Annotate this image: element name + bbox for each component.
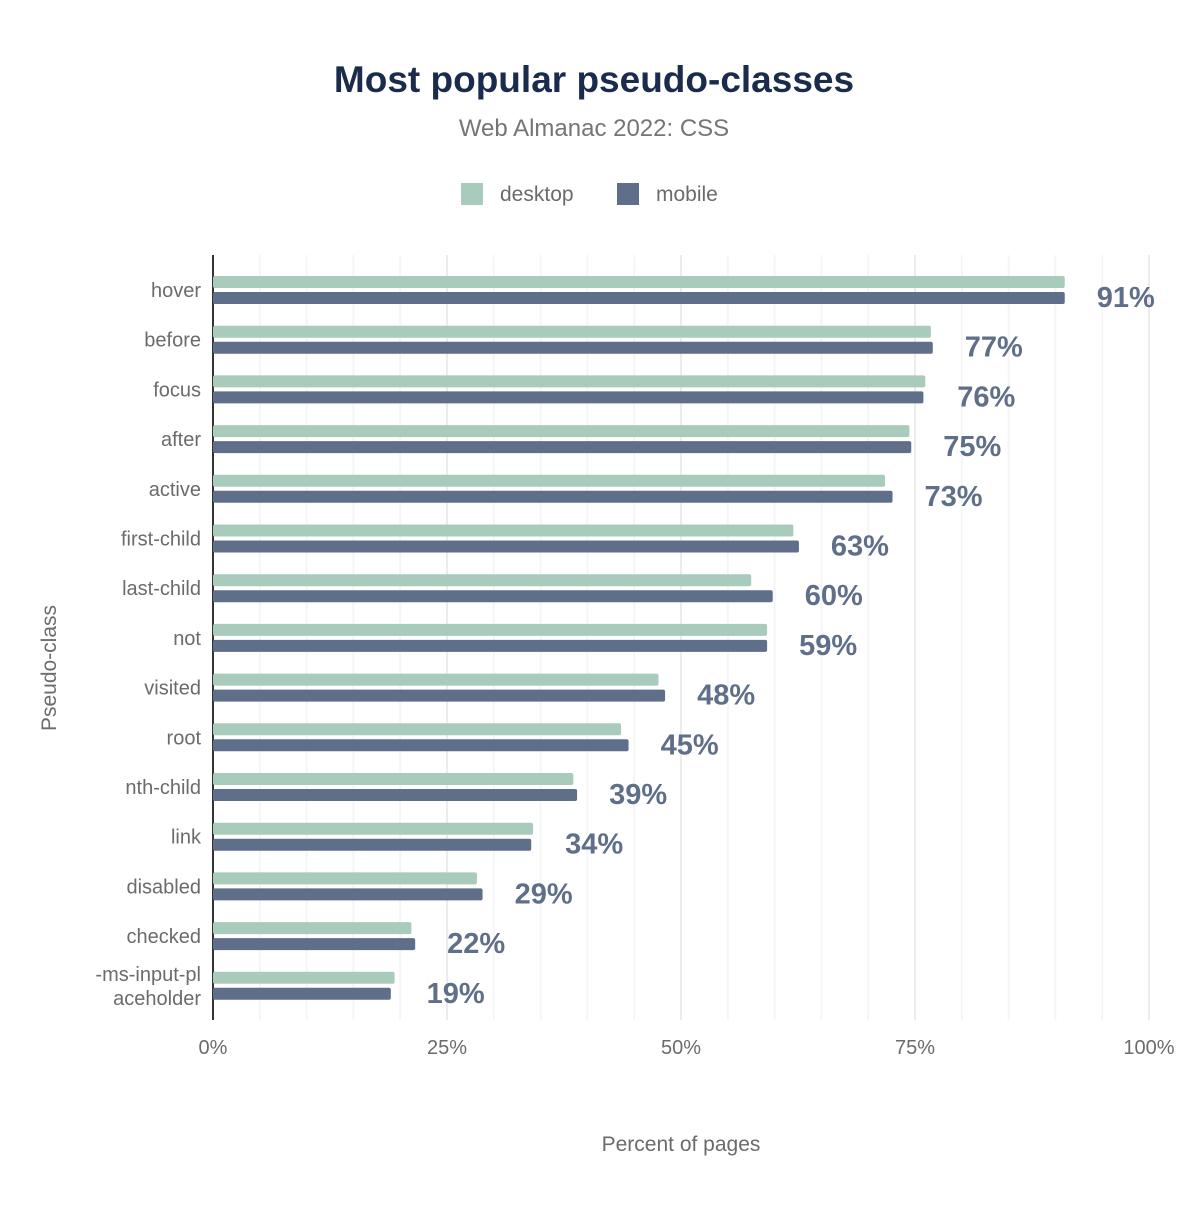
data-label: 75%	[943, 431, 1001, 463]
data-label: 39%	[609, 779, 667, 811]
bar-mobile	[213, 838, 532, 851]
bar-desktop	[213, 673, 659, 686]
legend: desktop mobile	[461, 183, 718, 206]
bar-mobile	[213, 789, 578, 801]
x-tick-label: 0%	[199, 1037, 228, 1059]
x-tick-label: 100%	[1123, 1037, 1174, 1059]
data-label: 48%	[697, 680, 755, 712]
bar-desktop	[213, 922, 412, 935]
y-tick-label: hover	[151, 280, 201, 302]
y-axis-title: Pseudo-class	[38, 605, 61, 731]
legend-swatch-desktop	[461, 183, 483, 205]
bar-desktop	[213, 375, 926, 388]
data-label: 76%	[957, 381, 1015, 413]
y-tick-label: focus	[153, 379, 201, 401]
y-tick-label: visited	[144, 678, 201, 700]
data-label: 63%	[831, 531, 889, 563]
bar-desktop	[213, 822, 534, 835]
data-label: 22%	[447, 928, 505, 960]
bar-mobile	[213, 441, 912, 454]
bar-desktop	[213, 574, 752, 587]
bar-desktop	[213, 723, 622, 736]
bar-desktop	[213, 773, 574, 785]
y-tick-label: disabled	[126, 876, 201, 898]
legend-label-mobile: mobile	[656, 183, 718, 206]
bar-desktop	[213, 524, 794, 537]
bar-mobile	[213, 490, 893, 503]
bar-mobile	[213, 888, 483, 901]
y-tick-label: checked	[127, 926, 202, 948]
bar-mobile	[213, 391, 924, 404]
data-label: 29%	[515, 878, 573, 910]
y-tick-label: after	[161, 429, 201, 451]
x-tick-label: 50%	[661, 1037, 701, 1059]
chart-title: Most popular pseudo-classes	[334, 59, 854, 100]
bar-mobile	[213, 540, 799, 553]
y-tick-label: nth-child	[125, 777, 201, 799]
bar-desktop	[213, 872, 477, 885]
bar-desktop	[213, 971, 395, 984]
bar-desktop	[213, 623, 768, 636]
bar-mobile	[213, 938, 416, 951]
bar-mobile	[213, 639, 768, 652]
bar-mobile	[213, 987, 391, 1000]
x-axis-title: Percent of pages	[602, 1133, 761, 1156]
y-tick-label: active	[149, 479, 201, 501]
y-tick-label: root	[167, 727, 202, 749]
bar-desktop	[213, 276, 1065, 288]
bar-mobile	[213, 689, 666, 702]
bar-desktop	[213, 425, 910, 438]
bar-mobile	[213, 292, 1065, 304]
y-tick-label: before	[144, 330, 201, 352]
data-label: 45%	[661, 729, 719, 761]
chart-subtitle: Web Almanac 2022: CSS	[459, 115, 729, 142]
data-label: 73%	[925, 481, 983, 513]
data-label: 91%	[1097, 282, 1155, 314]
y-tick-label: not	[173, 628, 201, 650]
bar-mobile	[213, 590, 773, 603]
y-tick-label: link	[171, 827, 202, 849]
data-label: 19%	[427, 978, 485, 1010]
data-label: 60%	[805, 580, 863, 612]
legend-swatch-mobile	[617, 183, 639, 205]
y-tick-label: first-child	[121, 529, 201, 551]
bar-desktop	[213, 474, 886, 487]
data-label: 59%	[799, 630, 857, 662]
y-tick-label: last-child	[122, 578, 201, 600]
bar-desktop	[213, 325, 931, 338]
legend-label-desktop: desktop	[500, 183, 574, 206]
data-label: 77%	[965, 332, 1023, 364]
x-tick-label: 75%	[895, 1037, 935, 1059]
data-label: 34%	[565, 829, 623, 861]
x-tick-label: 25%	[427, 1037, 467, 1059]
y-tick-label: -ms-input-pl aceholder	[95, 964, 201, 1010]
bar-mobile	[213, 739, 629, 752]
bar-mobile	[213, 341, 933, 354]
